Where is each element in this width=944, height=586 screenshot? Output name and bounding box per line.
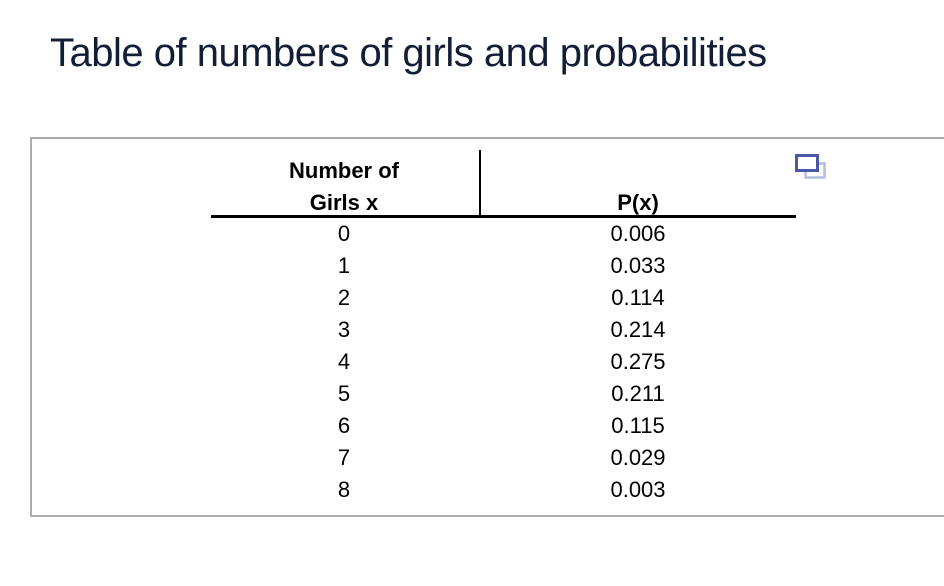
cell-probability: 0.211: [611, 381, 665, 406]
header-line-1: Number of: [289, 158, 399, 183]
copy-button[interactable]: [795, 154, 829, 186]
table-row: 2 0.114: [32, 282, 944, 314]
cell-probability: 0.214: [610, 317, 666, 342]
column-header-px: P(x): [617, 190, 659, 215]
cell-number-of-girls: 2: [337, 285, 351, 310]
column-divider-line: [479, 150, 481, 215]
table-panel: Number of Girls x P(x) 0 0.006 1 0.033 2…: [30, 137, 944, 517]
table-row: 5 0.211: [32, 378, 944, 410]
cell-number-of-girls: 5: [337, 381, 351, 406]
table-row: 6 0.115: [32, 410, 944, 442]
header-line-2: Girls x: [309, 190, 379, 215]
column-header-number-of-girls: Number of Girls x: [212, 155, 476, 219]
cell-probability: 0.033: [610, 253, 666, 278]
cell-probability: 0.114: [611, 285, 665, 310]
cell-number-of-girls: 7: [337, 445, 351, 470]
cell-number-of-girls: 0: [337, 221, 351, 246]
cell-probability: 0.006: [610, 221, 666, 246]
cell-number-of-girls: 8: [337, 477, 351, 502]
cell-number-of-girls: 1: [337, 253, 351, 278]
table-row: 4 0.275: [32, 346, 944, 378]
cell-number-of-girls: 6: [337, 413, 351, 438]
page-title: Table of numbers of girls and probabilit…: [50, 31, 767, 75]
table-row: 8 0.003: [32, 474, 944, 506]
cell-number-of-girls: 4: [337, 349, 351, 374]
cell-probability: 0.115: [611, 413, 665, 438]
header-underline: [211, 215, 796, 218]
duplicate-icon: [795, 154, 826, 179]
cell-probability: 0.275: [610, 349, 666, 374]
table-row: 0 0.006: [32, 218, 944, 250]
cell-probability: 0.003: [610, 477, 666, 502]
table-row: 3 0.214: [32, 314, 944, 346]
cell-probability: 0.029: [610, 445, 666, 470]
table-body: 0 0.006 1 0.033 2 0.114 3 0.214 4 0.275 …: [32, 218, 944, 506]
table-row: 7 0.029: [32, 442, 944, 474]
table-row: 1 0.033: [32, 250, 944, 282]
cell-number-of-girls: 3: [337, 317, 351, 342]
